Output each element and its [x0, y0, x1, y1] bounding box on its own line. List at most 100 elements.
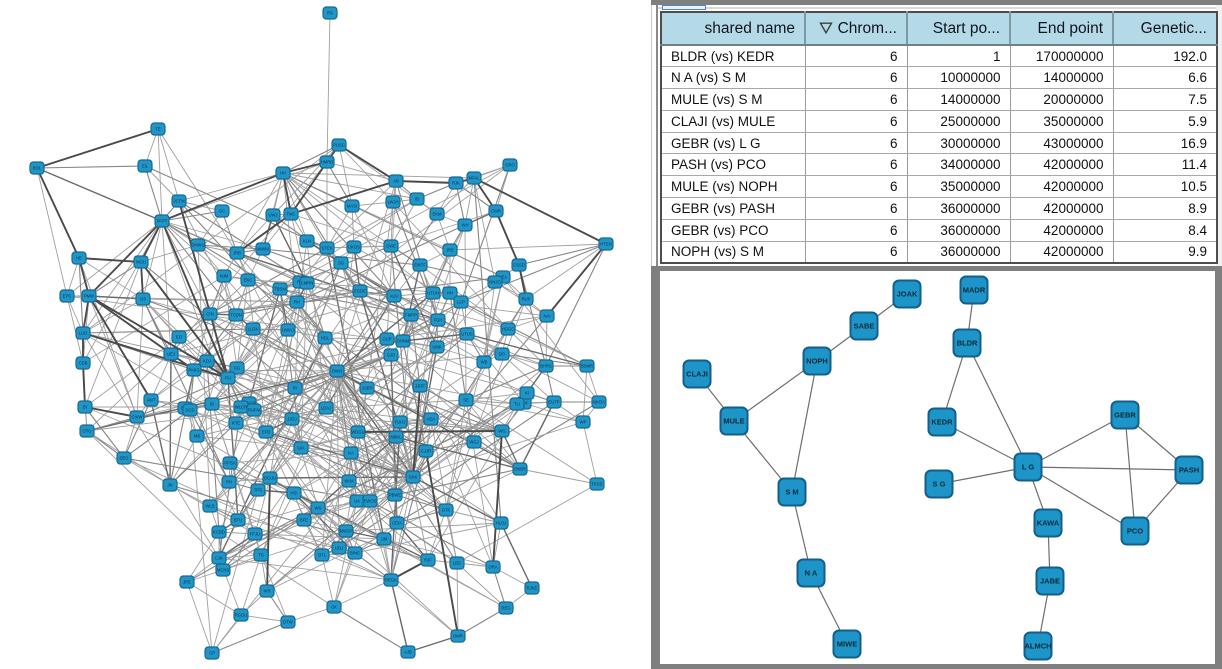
- svg-text:HMRD: HMRD: [321, 160, 334, 165]
- svg-text:AMT: AMT: [147, 398, 156, 403]
- svg-text:SG: SG: [338, 261, 344, 266]
- svg-text:MFAL: MFAL: [469, 176, 481, 181]
- svg-text:MIWE: MIWE: [837, 640, 857, 649]
- svg-text:CIN: CIN: [206, 312, 213, 317]
- svg-text:MULE: MULE: [723, 417, 744, 426]
- svg-text:WLCR: WLCR: [235, 405, 247, 410]
- svg-text:HE: HE: [76, 256, 82, 261]
- svg-text:TS: TS: [258, 553, 264, 558]
- svg-text:IB: IB: [415, 197, 419, 202]
- svg-text:HGL: HGL: [321, 336, 330, 341]
- svg-text:CEIA: CEIA: [392, 521, 402, 526]
- svg-text:S M: S M: [785, 488, 798, 497]
- svg-text:FFJU: FFJU: [250, 532, 260, 537]
- svg-text:LBG: LBG: [453, 561, 461, 566]
- svg-text:ADA: ADA: [427, 417, 436, 422]
- svg-text:WH: WH: [462, 223, 469, 228]
- svg-text:TU: TU: [514, 402, 520, 407]
- svg-text:BINC: BINC: [350, 551, 360, 556]
- svg-text:WLB: WLB: [205, 504, 214, 509]
- svg-text:KLN: KLN: [303, 239, 311, 244]
- svg-text:KCBD: KCBD: [213, 530, 225, 535]
- svg-text:KAWA: KAWA: [1037, 519, 1060, 528]
- svg-text:EWTF: EWTF: [414, 263, 426, 268]
- svg-text:CK: CK: [331, 605, 337, 610]
- svg-text:GEBR: GEBR: [1114, 411, 1136, 420]
- svg-text:RUFM: RUFM: [248, 408, 261, 413]
- svg-text:MASI: MASI: [347, 204, 357, 209]
- svg-text:AUU: AUU: [390, 294, 399, 299]
- svg-text:NNJO: NNJO: [489, 280, 501, 285]
- svg-text:EKM: EKM: [432, 212, 442, 217]
- svg-text:RUP: RUP: [522, 297, 531, 302]
- svg-text:TE: TE: [155, 127, 161, 132]
- svg-text:DCD: DCD: [185, 408, 194, 413]
- svg-text:HTEN: HTEN: [600, 242, 611, 247]
- svg-text:NJM: NJM: [220, 274, 229, 279]
- svg-text:TKSS: TKSS: [592, 482, 603, 487]
- svg-text:CIKW: CIKW: [132, 415, 143, 420]
- svg-text:OMR: OMR: [453, 634, 463, 639]
- svg-text:GS: GS: [140, 297, 146, 302]
- svg-text:WACM: WACM: [242, 401, 256, 406]
- svg-text:BFE: BFE: [300, 518, 308, 523]
- svg-text:HLOJ: HLOJ: [496, 521, 507, 526]
- svg-text:OTG: OTG: [82, 429, 91, 434]
- svg-text:JPE: JPE: [183, 580, 191, 585]
- svg-text:ONBR: ONBR: [514, 467, 526, 472]
- svg-text:JRB: JRB: [233, 251, 241, 256]
- svg-text:CJJR: CJJR: [421, 449, 431, 454]
- svg-text:GC: GC: [219, 209, 225, 214]
- svg-text:JUBR: JUBR: [362, 386, 373, 391]
- svg-text:BLDR: BLDR: [957, 339, 978, 348]
- svg-text:STEK: STEK: [322, 246, 333, 251]
- svg-text:LLGK: LLGK: [248, 327, 259, 332]
- svg-text:KI: KI: [525, 391, 529, 396]
- svg-text:UWJ: UWJ: [268, 213, 277, 218]
- svg-text:PPSA: PPSA: [224, 461, 235, 466]
- svg-text:WG: WG: [498, 429, 505, 434]
- svg-text:OWO: OWO: [332, 369, 343, 374]
- svg-text:REG: REG: [501, 606, 510, 611]
- svg-text:HGGC: HGGC: [502, 327, 515, 332]
- svg-text:TBSM: TBSM: [274, 287, 286, 292]
- svg-text:DEG: DEG: [119, 456, 128, 461]
- svg-text:RJF: RJF: [424, 558, 432, 563]
- svg-text:WB: WB: [481, 360, 488, 365]
- svg-text:WS: WS: [315, 506, 322, 511]
- svg-text:JABE: JABE: [1040, 577, 1060, 586]
- svg-text:GJO: GJO: [387, 353, 396, 358]
- svg-text:OCUU: OCUU: [264, 476, 276, 481]
- svg-text:UDJ: UDJ: [335, 546, 343, 551]
- svg-text:CLAJI: CLAJI: [686, 370, 708, 379]
- svg-text:IKR: IKR: [264, 589, 271, 594]
- svg-text:EKC: EKC: [244, 278, 253, 283]
- svg-text:CP: CP: [209, 651, 215, 656]
- svg-text:PCO: PCO: [1127, 527, 1143, 536]
- svg-text:MCNS: MCNS: [217, 568, 230, 573]
- svg-text:WP: WP: [580, 420, 587, 425]
- svg-text:UA: UA: [354, 499, 360, 504]
- svg-text:ALMCH: ALMCH: [1024, 642, 1051, 651]
- svg-text:HH: HH: [447, 291, 453, 296]
- svg-text:IB: IB: [210, 402, 214, 407]
- svg-text:WGJ: WGJ: [469, 440, 478, 445]
- svg-text:FGH: FGH: [434, 318, 443, 323]
- svg-text:KA: KA: [348, 451, 354, 456]
- svg-text:KDJ: KDJ: [203, 359, 211, 364]
- svg-text:EFB: EFB: [262, 430, 270, 435]
- svg-text:EWOS: EWOS: [364, 499, 377, 504]
- svg-text:OHNM: OHNM: [397, 339, 410, 344]
- svg-text:KKM: KKM: [344, 479, 354, 484]
- svg-text:SABE: SABE: [854, 322, 875, 331]
- svg-text:MWSF: MWSF: [340, 529, 353, 534]
- svg-text:AJB: AJB: [404, 650, 412, 655]
- svg-text:RGGU: RGGU: [235, 613, 248, 618]
- svg-text:DO: DO: [499, 352, 506, 357]
- svg-text:NAI: NAI: [544, 314, 551, 319]
- svg-text:EIL: EIL: [142, 164, 149, 169]
- svg-text:L G: L G: [1022, 463, 1035, 472]
- svg-text:UTUS: UTUS: [461, 332, 473, 337]
- svg-text:GTK: GTK: [442, 508, 451, 513]
- svg-text:MADR: MADR: [963, 286, 986, 295]
